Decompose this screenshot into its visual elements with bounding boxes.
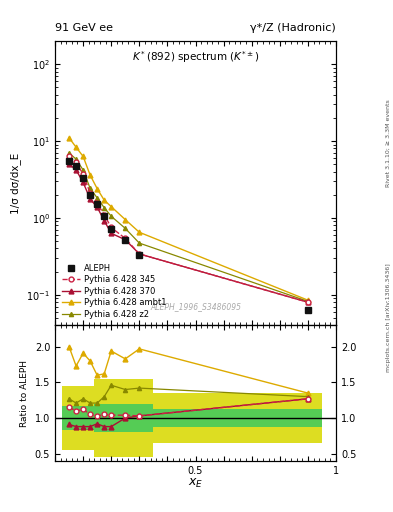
Text: Rivet 3.1.10; ≥ 3.3M events: Rivet 3.1.10; ≥ 3.3M events [386,99,391,187]
Legend: ALEPH, Pythia 6.428 345, Pythia 6.428 370, Pythia 6.428 ambt1, Pythia 6.428 z2: ALEPH, Pythia 6.428 345, Pythia 6.428 37… [59,261,169,321]
Y-axis label: 1/σ dσ/dx_E: 1/σ dσ/dx_E [10,153,21,214]
X-axis label: $x_E$: $x_E$ [188,477,203,490]
Text: ALEPH_1996_S3486095: ALEPH_1996_S3486095 [150,302,241,311]
Text: 91 GeV ee: 91 GeV ee [55,23,113,33]
Text: $\mathit{K}^*(892)$ spectrum ($K^{*\pm}$): $\mathit{K}^*(892)$ spectrum ($K^{*\pm}$… [132,50,259,66]
Text: γ*/Z (Hadronic): γ*/Z (Hadronic) [250,23,336,33]
Y-axis label: Ratio to ALEPH: Ratio to ALEPH [20,359,29,426]
Text: mcplots.cern.ch [arXiv:1306.3436]: mcplots.cern.ch [arXiv:1306.3436] [386,263,391,372]
